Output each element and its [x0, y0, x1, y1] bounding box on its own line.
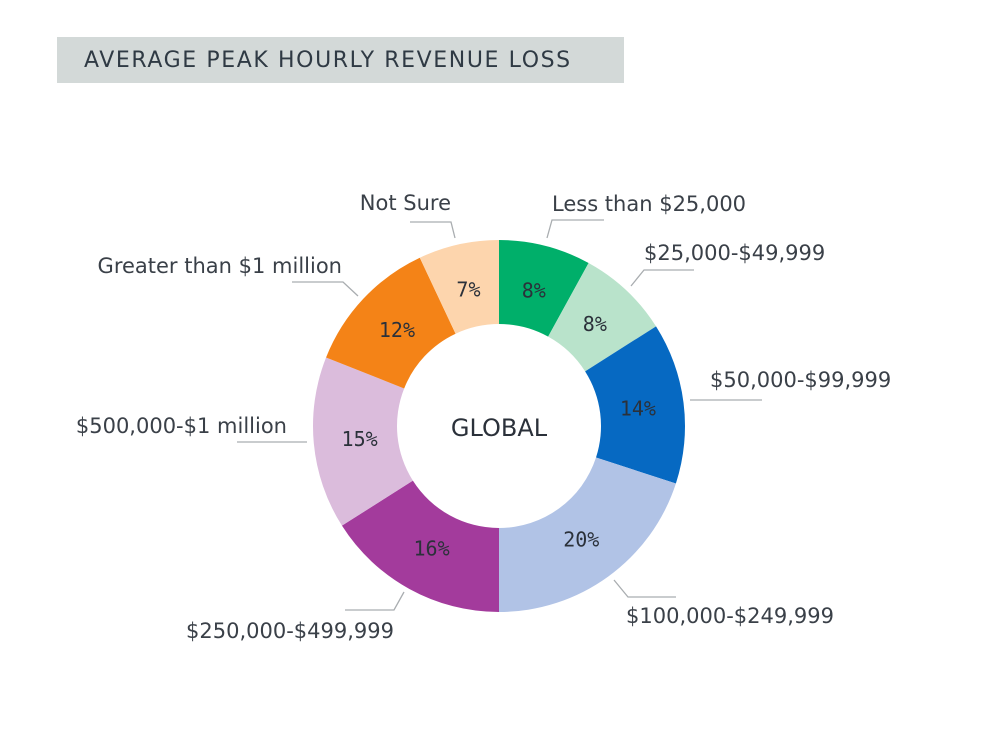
slice-category-label: Greater than $1 million	[98, 254, 342, 278]
slice-category-label: $250,000-$499,999	[186, 619, 394, 643]
donut-slice-2	[548, 263, 657, 372]
chart-title: AVERAGE PEAK HOURLY REVENUE LOSS	[84, 47, 572, 73]
slice-category-label: $100,000-$249,999	[626, 604, 834, 628]
slice-percent-label: 16%	[413, 537, 449, 561]
percent-labels: 8% 8% 14% 20% 16% 15% 12% 7%	[342, 277, 656, 560]
slice-category-label: Not Sure	[360, 191, 451, 215]
slice-percent-label: 15%	[342, 427, 378, 451]
leader-line	[546, 219, 604, 239]
center-label: GLOBAL	[451, 414, 548, 442]
slice-percent-label: 20%	[563, 527, 599, 551]
slice-category-label: $500,000-$1 million	[76, 414, 287, 438]
leader-lines	[237, 219, 762, 611]
slice-percent-label: 8%	[583, 312, 607, 336]
leader-line	[345, 591, 405, 611]
slice-category-label: $25,000-$49,999	[644, 241, 825, 265]
donut-slice-7	[326, 257, 456, 389]
slice-percent-label: 12%	[379, 318, 415, 342]
donut-slices	[313, 240, 685, 612]
slice-percent-label: 8%	[522, 278, 546, 302]
category-labels: Less than $25,000 $25,000-$49,999 $50,000-…	[76, 191, 891, 643]
leader-line	[410, 221, 456, 239]
leader-line	[630, 269, 694, 287]
slice-category-label: Less than $25,000	[552, 192, 746, 216]
leader-line	[613, 579, 676, 598]
donut-slice-3	[585, 326, 685, 484]
slice-percent-label: 7%	[456, 277, 480, 301]
donut-slice-6	[313, 357, 413, 526]
slice-category-label: $50,000-$99,999	[710, 368, 891, 392]
leader-line	[292, 281, 359, 297]
donut-slice-5	[341, 480, 499, 612]
donut-slice-4	[499, 457, 676, 612]
slice-percent-label: 14%	[620, 396, 656, 420]
donut-slice-8	[419, 240, 499, 334]
chart-title-band: AVERAGE PEAK HOURLY REVENUE LOSS	[57, 37, 624, 83]
donut-slice-1	[499, 240, 589, 337]
